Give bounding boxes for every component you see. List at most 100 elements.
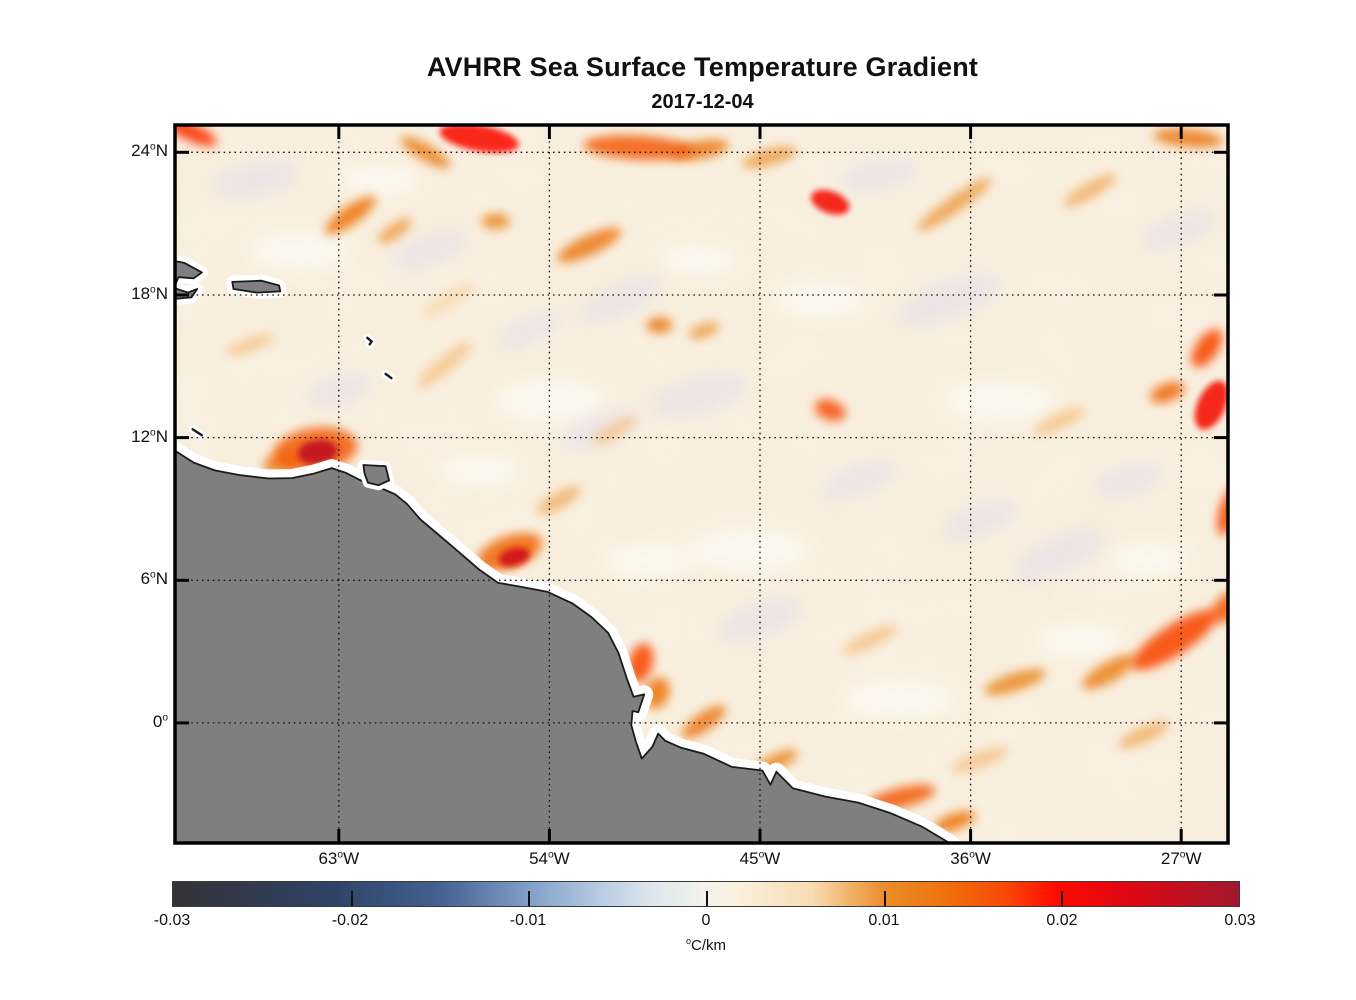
sst-front [688,322,720,340]
colorbar-tick [883,891,886,906]
colorbar-tick [350,891,353,906]
y-tick-label: 6oN [140,569,168,589]
sst-front [400,136,450,168]
colorbar-tick-label: 0.02 [1046,912,1078,929]
small-island [366,336,374,346]
lavender-patch [578,276,661,324]
bright-patch [659,246,740,275]
colorbar-tick-label: -0.01 [509,912,547,929]
sst-front [1063,173,1117,207]
sst-front [742,146,797,168]
sst-front [811,189,850,215]
bright-patch [944,382,1055,419]
sst-front [842,625,898,655]
lavender-patch [651,373,749,417]
colorbar-tick-label: 0.03 [1224,912,1256,929]
sst-front [984,668,1046,696]
lavender-patch [941,500,1018,540]
sst-front [1150,382,1185,403]
colorbar-tick [1061,891,1064,906]
sst-front [1194,380,1228,430]
y-tick-label: 18oN [131,283,168,303]
sst-front [1210,591,1228,623]
bright-patch [339,166,420,195]
land-puerto-rico [231,279,282,294]
chart-date: 2017-12-04 [651,91,754,113]
sst-front [325,196,376,235]
y-tick-label: 12oN [131,426,168,446]
sst-front [416,341,472,389]
land-hispaniola [175,260,203,300]
sst-front [297,439,338,465]
y-tick-label: 0o [152,711,168,731]
sst-front [951,747,1009,773]
sst-front [933,811,976,833]
lavender-patch [561,411,638,449]
lavender-patch [391,231,468,270]
bright-patch [250,232,350,269]
sst-front [536,485,581,515]
colorbar-tick [528,891,531,906]
sst-front [422,283,476,317]
bright-patch [774,284,865,317]
sst-front [557,227,622,263]
sst-front [1033,407,1086,435]
sst-front [1082,654,1136,690]
lavender-patch [1013,528,1106,582]
small-island [191,428,204,437]
sst-front [681,705,726,739]
lavender-patch [210,162,300,198]
sst-front [646,317,673,334]
lavender-patch [716,598,803,642]
bright-patch [1109,545,1190,576]
x-tick-label: 54oW [529,849,570,868]
lavender-patch [839,159,919,191]
bright-patch [439,455,520,486]
sst-front [1191,329,1223,368]
bright-patch [1033,625,1124,655]
y-tick-label: 24oN [131,141,168,161]
plot-frame [173,123,1230,845]
sst-front [481,213,510,230]
sst-front [378,217,412,244]
x-tick-label: 45oW [739,849,781,868]
sst-front [917,177,992,232]
colorbar-tick-label: -0.02 [331,912,369,929]
lavender-patch [897,274,1002,326]
small-island [384,372,393,380]
colorbar-tick-label: 0 [701,912,711,929]
sst-front [583,135,694,160]
x-tick-label: 27oW [1160,849,1202,868]
colorbar-tick [706,891,708,906]
map-layers [175,125,1228,843]
sst-front [1118,720,1170,749]
bright-patch [689,530,810,571]
chart-title: AVHRR Sea Surface Temperature Gradient [426,52,979,82]
lavender-patch [821,461,898,500]
sst-front [814,399,846,421]
land-south-america [175,449,951,843]
colorbar-tick-label: -0.03 [153,912,191,929]
bright-patch [494,380,605,421]
land-trinidad [362,464,390,487]
lavender-patch [305,374,374,406]
bright-patch [844,681,955,718]
colorbar-tick-label: 0.01 [868,912,900,929]
sst-front [1131,610,1217,670]
bright-patch [604,544,695,577]
lavender-patch [1094,463,1164,497]
x-tick-label: 63oW [318,849,360,868]
sst-front [1153,128,1224,148]
sst-front [175,125,217,146]
sst-front [592,416,637,445]
lavender-patch [497,311,562,349]
lavender-patch [1141,211,1217,250]
x-tick-label: 36oW [950,849,991,868]
sst-front [226,334,274,356]
colorbar [172,881,1240,907]
colorbar-unit-label: oC/km [685,936,726,955]
sst-front [1217,488,1228,536]
sst-front [439,125,519,153]
sst-front [498,547,530,567]
